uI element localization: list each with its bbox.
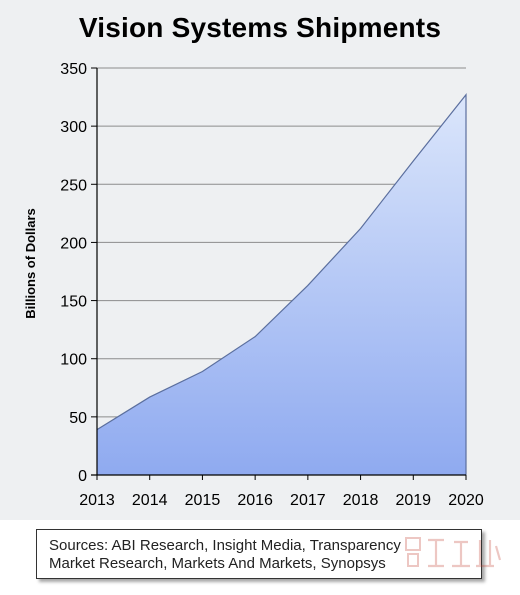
sources-box: Sources: ABI Research, Insight Media, Tr…	[36, 529, 482, 579]
x-tick-label-2020: 2020	[448, 492, 484, 509]
x-tick-label-2014: 2014	[132, 492, 168, 509]
x-tick-label-2019: 2019	[395, 492, 431, 509]
y-tick-label-150: 150	[60, 294, 87, 311]
x-tick-label-2018: 2018	[343, 492, 379, 509]
x-tick-label-2017: 2017	[290, 492, 326, 509]
y-axis-title: Billions of Dollars	[23, 208, 38, 319]
y-tick-label-250: 250	[60, 177, 87, 194]
chart-panel: Vision Systems Shipments 0 50 100 150 200 250…	[0, 0, 520, 520]
y-tick-label-200: 200	[60, 235, 87, 252]
area-series	[96, 93, 467, 475]
chart-title: Vision Systems Shipments	[78, 12, 442, 43]
y-tick-label-0: 0	[78, 468, 87, 485]
sources-line-2: Market Research, Markets And Markets, Sy…	[49, 555, 386, 572]
sources-line-1: Sources: ABI Research, Insight Media, Tr…	[49, 537, 401, 554]
y-tick-labels: 0 50 100 150 200 250 300 350	[60, 61, 87, 485]
y-tick-label-100: 100	[60, 352, 87, 369]
x-tick-labels: 2013 2014 2015 2016 2017 2018 2019 2020	[79, 475, 484, 509]
y-tick-label-350: 350	[60, 61, 87, 78]
y-tick-label-300: 300	[60, 119, 87, 136]
area-fill	[97, 94, 466, 475]
x-tick-label-2015: 2015	[185, 492, 221, 509]
x-tick-label-2016: 2016	[237, 492, 273, 509]
axes	[91, 68, 466, 476]
x-tick-label-2013: 2013	[79, 492, 115, 509]
y-tick-label-50: 50	[69, 410, 87, 427]
